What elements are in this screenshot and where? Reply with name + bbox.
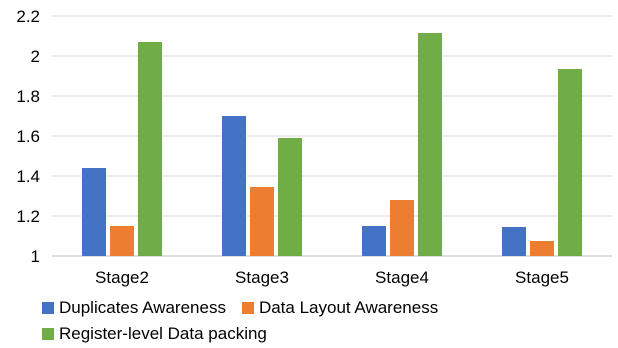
bar <box>390 200 414 256</box>
y-tick-label: 2.2 <box>16 7 40 26</box>
bar <box>418 33 442 256</box>
legend-swatch <box>42 302 54 314</box>
legend-item-register-level-data-packing: Register-level Data packing <box>42 324 267 344</box>
bar <box>278 138 302 256</box>
x-tick-label: Stage3 <box>235 268 289 287</box>
y-tick-label: 1.6 <box>16 127 40 146</box>
x-tick-label: Stage2 <box>95 268 149 287</box>
legend: Duplicates Awareness Data Layout Awarene… <box>42 295 602 347</box>
legend-label: Register-level Data packing <box>59 324 267 343</box>
x-tick-label: Stage5 <box>515 268 569 287</box>
bar <box>138 42 162 256</box>
bar <box>502 227 526 256</box>
x-tick-label: Stage4 <box>375 268 429 287</box>
bar <box>110 226 134 256</box>
bar <box>82 168 106 256</box>
legend-item-data-layout-awareness: Data Layout Awareness <box>241 298 439 318</box>
y-tick-label: 2 <box>31 47 40 66</box>
y-tick-label: 1.8 <box>16 87 40 106</box>
bar <box>530 241 554 256</box>
legend-row-1: Duplicates Awareness Data Layout Awarene… <box>42 295 602 321</box>
legend-swatch <box>42 328 54 340</box>
legend-item-duplicates-awareness: Duplicates Awareness <box>42 298 226 318</box>
legend-label: Duplicates Awareness <box>59 298 226 317</box>
y-tick-label: 1 <box>31 247 40 266</box>
y-axis-ticks: 1 1.2 1.4 1.6 1.8 2 2.2 <box>16 7 40 266</box>
y-tick-label: 1.2 <box>16 207 40 226</box>
bar <box>558 69 582 256</box>
y-tick-label: 1.4 <box>16 167 40 186</box>
bar <box>222 116 246 256</box>
legend-row-2: Register-level Data packing <box>42 321 602 347</box>
bar <box>362 226 386 256</box>
bars <box>82 33 582 256</box>
legend-swatch <box>241 302 254 314</box>
bar <box>250 187 274 256</box>
legend-label: Data Layout Awareness <box>258 298 439 317</box>
gridlines <box>52 15 612 257</box>
bar-chart: 11.21.41.61.822.2 Stage2 Stage3 Stage4 Stag… <box>16 7 612 287</box>
x-axis-ticks: Stage2 Stage3 Stage4 Stage5 <box>95 268 569 287</box>
